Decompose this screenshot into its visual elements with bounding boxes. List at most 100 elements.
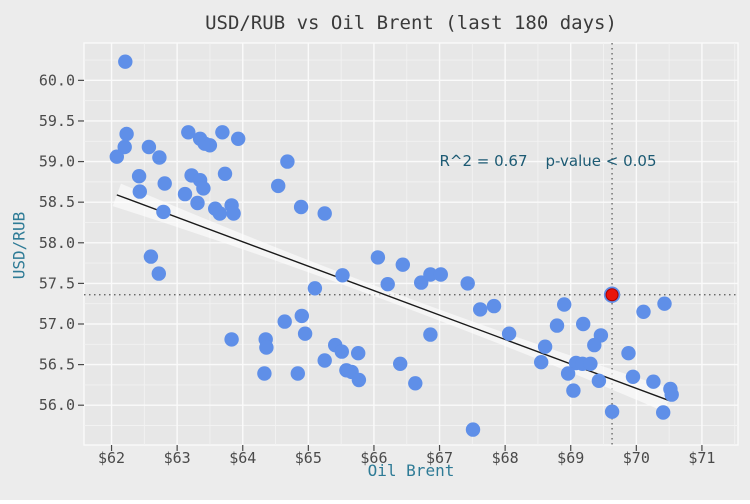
data-point [423, 267, 438, 282]
data-point [393, 356, 408, 371]
data-point [231, 131, 246, 146]
y-axis-label: USD/RUB [9, 211, 29, 280]
svg-text:56.5: 56.5 [39, 356, 75, 374]
data-point [217, 166, 233, 181]
data-point [646, 374, 661, 389]
data-point [657, 296, 672, 311]
highlight-point [603, 286, 621, 303]
data-point [604, 404, 620, 419]
r-squared-text: R^2 = 0.67 [439, 152, 528, 170]
stats-annotation: R^2 = 0.67 p-value < 0.05 [438, 152, 658, 170]
data-point [224, 332, 239, 347]
data-point [501, 326, 517, 341]
data-point [473, 302, 488, 317]
data-point [576, 316, 591, 332]
data-point [109, 149, 125, 164]
data-point [380, 277, 395, 292]
data-point [460, 276, 475, 291]
data-point [290, 366, 305, 381]
data-point [277, 314, 292, 329]
data-point [549, 318, 565, 333]
data-point [560, 366, 576, 381]
p-value-text: p-value < 0.05 [545, 152, 657, 170]
svg-text:$65: $65 [295, 449, 322, 467]
svg-text:59.0: 59.0 [39, 153, 75, 171]
svg-text:$66: $66 [360, 449, 387, 467]
data-point [591, 373, 607, 388]
data-point [423, 327, 438, 342]
data-point [307, 281, 323, 296]
data-point [294, 308, 309, 324]
data-point [656, 405, 671, 420]
data-point [215, 125, 230, 140]
data-point [212, 206, 227, 221]
svg-text:$67: $67 [426, 449, 453, 467]
data-point [317, 353, 332, 368]
data-point [118, 54, 133, 69]
data-point [196, 181, 211, 196]
data-point [351, 372, 367, 388]
data-point [157, 176, 172, 191]
data-point [625, 369, 641, 384]
svg-text:58.5: 58.5 [39, 193, 75, 211]
svg-text:$70: $70 [623, 449, 650, 467]
data-point [117, 139, 132, 155]
data-point [433, 267, 448, 282]
data-point [370, 250, 386, 265]
data-point [408, 376, 423, 391]
data-point [152, 150, 167, 165]
data-point [537, 339, 553, 354]
svg-text:$62: $62 [98, 449, 125, 467]
svg-text:59.5: 59.5 [39, 112, 75, 130]
data-point [119, 126, 134, 142]
data-point [621, 346, 636, 361]
grid-minor [84, 43, 738, 445]
svg-text:57.0: 57.0 [39, 315, 75, 333]
data-point [557, 297, 572, 312]
data-point [334, 344, 349, 359]
data-point [151, 266, 166, 281]
x-tick-labels: $62 $63 $64 $65 $66 $67 $68 $69 $70 $71 [98, 449, 715, 467]
svg-text:$68: $68 [492, 449, 519, 467]
data-point [271, 178, 286, 194]
svg-text:$71: $71 [688, 449, 715, 467]
data-point [259, 340, 274, 355]
data-point [190, 195, 205, 211]
data-point [395, 257, 410, 272]
svg-text:$64: $64 [229, 449, 256, 467]
data-point [143, 249, 159, 264]
data-point [486, 298, 502, 314]
data-point [566, 383, 581, 398]
data-point [465, 422, 481, 437]
data-point [664, 387, 679, 402]
data-point [141, 139, 157, 155]
data-point [257, 366, 272, 381]
data-point [156, 204, 171, 220]
data-point [583, 356, 598, 371]
svg-text:56.0: 56.0 [39, 396, 75, 414]
data-point [335, 268, 350, 283]
data-point [534, 355, 549, 370]
data-point [131, 169, 147, 184]
svg-text:57.5: 57.5 [39, 274, 75, 292]
data-point [297, 326, 313, 341]
data-point [317, 206, 332, 221]
y-tick-labels: 56.0 56.5 57.0 57.5 58.0 58.5 59.0 59.5 60.0 [39, 71, 75, 414]
svg-text:$63: $63 [164, 449, 191, 467]
grid-major [84, 43, 738, 445]
data-point [226, 206, 241, 221]
data-point [636, 304, 651, 319]
svg-text:$69: $69 [557, 449, 584, 467]
x-axis-label: Oil Brent [367, 461, 455, 480]
data-point [181, 125, 196, 140]
data-points [109, 54, 679, 437]
chart-title: USD/RUB vs Oil Brent (last 180 days) [205, 12, 617, 34]
data-point [177, 186, 193, 202]
data-point [351, 346, 366, 361]
data-point [293, 199, 309, 215]
svg-text:60.0: 60.0 [39, 71, 75, 89]
svg-text:58.0: 58.0 [39, 234, 75, 252]
data-point [202, 138, 218, 153]
